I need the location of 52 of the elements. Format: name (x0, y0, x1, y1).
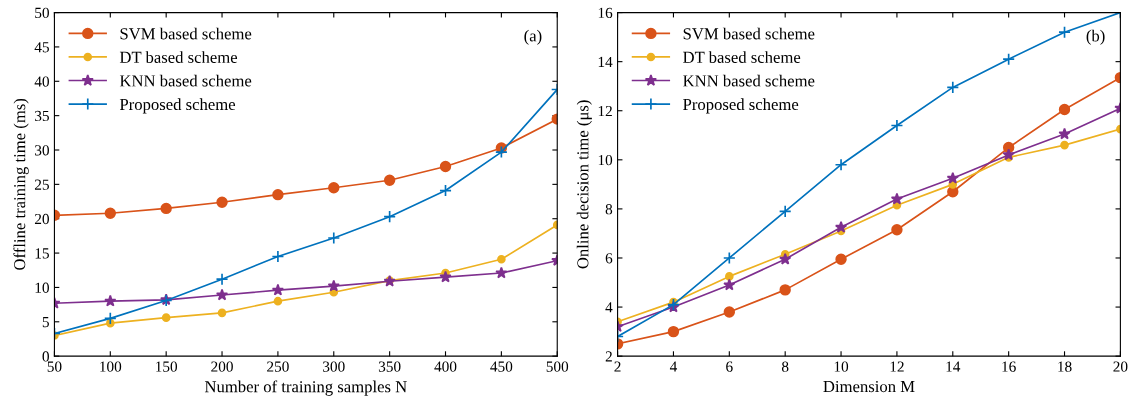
x-tick-label: 6 (726, 361, 733, 372)
x-tick-label: 14 (946, 361, 961, 372)
y-axis-title: Online decision time (μs) (576, 100, 592, 269)
y-tick-label: 6 (605, 253, 613, 264)
y-tick-label: 15 (35, 248, 49, 259)
x-tick-label: 500 (546, 361, 569, 372)
legend-label: Proposed scheme (119, 98, 236, 114)
x-tick-label: 20 (1113, 361, 1128, 372)
y-tick-label: 10 (598, 154, 613, 166)
x-tick-label: 200 (211, 361, 233, 372)
y-tick-label: 45 (34, 42, 49, 53)
legend-label: Proposed scheme (683, 98, 799, 114)
x-tick-label: 150 (156, 361, 178, 372)
y-tick-label: 40 (34, 76, 49, 87)
x-tick-label: 450 (490, 361, 513, 372)
x-tick-label: 300 (323, 361, 345, 372)
x-tick-label: 12 (890, 361, 904, 372)
y-tick-label: 16 (598, 7, 613, 19)
y-tick-label: 50 (35, 7, 49, 19)
y-tick-label: 35 (35, 110, 49, 122)
x-tick-label: 100 (100, 361, 122, 372)
y-axis-title: Offline training time (ms) (13, 98, 29, 270)
annotation: (a) (524, 29, 542, 45)
y-tick-label: 4 (605, 302, 613, 313)
legend-label: DT based scheme (683, 51, 801, 63)
legend-label: DT based scheme (119, 51, 238, 63)
y-tick-label: 14 (598, 56, 613, 67)
x-tick-label: 18 (1058, 361, 1072, 372)
y-tick-label: 20 (34, 213, 49, 225)
x-tick-label: 16 (1002, 361, 1016, 372)
y-tick-label: 10 (35, 282, 49, 293)
x-tick-label: 350 (378, 361, 401, 372)
legend-label: SVM based scheme (120, 27, 252, 40)
x-axis-title: Number of training samples N (204, 380, 407, 396)
x-tick-label: 10 (834, 361, 849, 372)
legend-label: SVM based scheme (683, 27, 815, 40)
x-tick-label: 4 (669, 361, 678, 372)
y-tick-label: 0 (42, 351, 49, 362)
x-tick-label: 400 (434, 361, 457, 372)
y-tick-label: 2 (605, 351, 612, 362)
legend-label: KNN based scheme (119, 74, 252, 87)
y-tick-label: 12 (598, 105, 612, 117)
x-tick-label: 2 (614, 361, 621, 372)
x-tick-label: 250 (267, 361, 289, 372)
legend-label: KNN based scheme (683, 74, 815, 87)
y-tick-label: 5 (42, 317, 49, 328)
x-tick-label: 8 (781, 361, 789, 372)
x-axis-title: Dimension M (823, 380, 915, 393)
annotation: (b) (1086, 29, 1105, 45)
y-tick-label: 25 (34, 179, 49, 190)
y-tick-label: 30 (35, 145, 49, 156)
y-tick-label: 8 (605, 204, 613, 215)
